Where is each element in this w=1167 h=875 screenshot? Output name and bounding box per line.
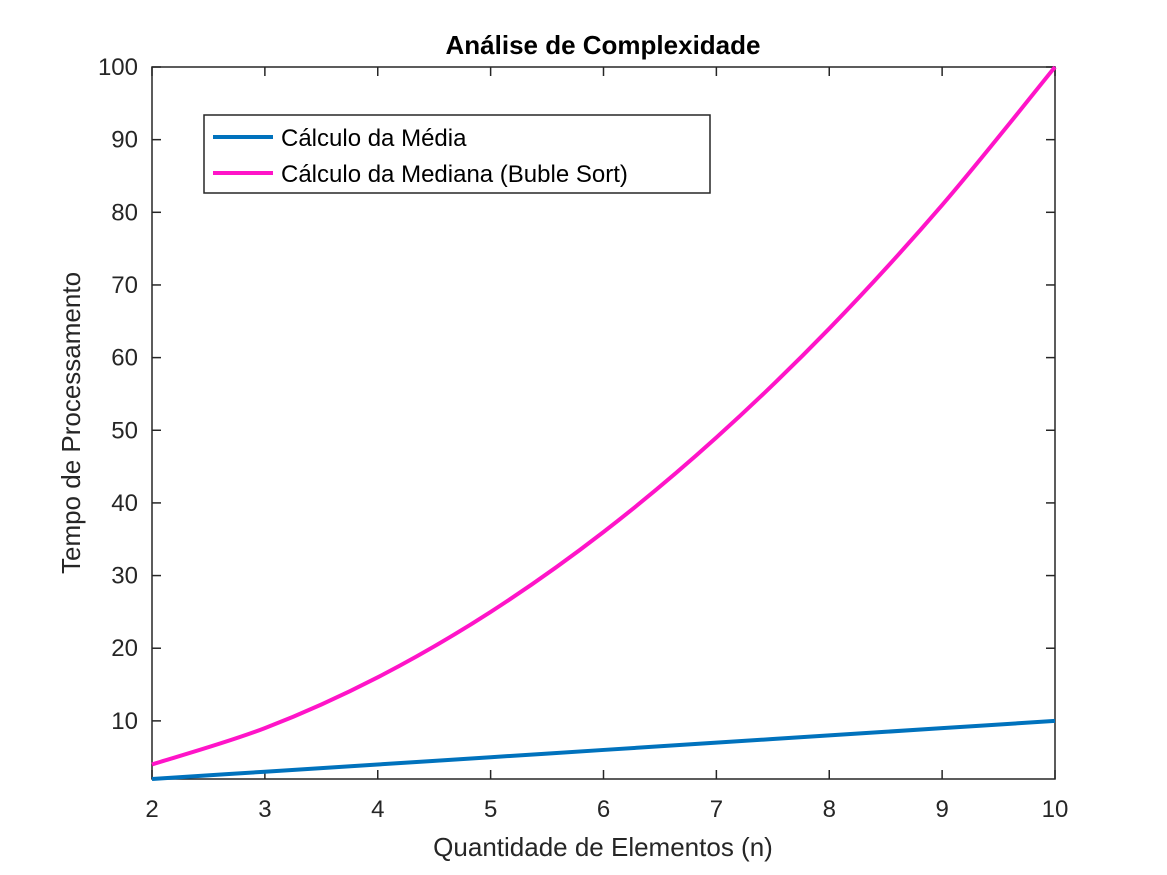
y-tick-label: 80	[111, 199, 138, 226]
y-tick-label: 100	[98, 54, 138, 81]
legend-entries: Cálculo da Média Cálculo da Mediana (Bubl…	[213, 125, 628, 188]
y-axis-ticks: 10 20 30 40 50 60 70 80 90 100	[98, 54, 1055, 735]
chart-title: Análise de Complexidade	[446, 30, 761, 60]
y-tick-label: 40	[111, 490, 138, 517]
legend: Cálculo da Média Cálculo da Mediana (Bubl…	[203, 114, 711, 194]
x-tick-label: 6	[597, 796, 610, 823]
y-tick-label: 90	[111, 127, 138, 154]
series-line-2	[151, 65, 1057, 767]
x-tick-label: 10	[1042, 796, 1069, 823]
series-line-1	[151, 718, 1056, 781]
series-lines	[151, 65, 1057, 781]
legend-box	[203, 114, 711, 194]
y-tick-label: 10	[111, 708, 138, 735]
x-tick-label: 5	[484, 796, 497, 823]
y-tick-label: 60	[111, 345, 138, 372]
x-tick-label: 8	[823, 796, 836, 823]
y-tick-label: 50	[111, 417, 138, 444]
y-tick-label: 20	[111, 635, 138, 662]
x-axis-ticks: 2 3 4 5 6 7 8 9 10	[145, 67, 1068, 823]
x-tick-label: 7	[710, 796, 723, 823]
legend-label-2: Cálculo da Mediana (Buble Sort)	[281, 161, 628, 188]
y-axis-label: Tempo de Processamento	[56, 272, 86, 574]
y-tick-label: 30	[111, 563, 138, 590]
x-tick-label: 4	[371, 796, 384, 823]
x-tick-label: 9	[935, 796, 948, 823]
y-tick-label: 70	[111, 272, 138, 299]
x-tick-label: 3	[258, 796, 271, 823]
x-axis-label: Quantidade de Elementos (n)	[433, 832, 773, 862]
legend-label-1: Cálculo da Média	[281, 125, 467, 152]
x-tick-label: 2	[145, 796, 158, 823]
